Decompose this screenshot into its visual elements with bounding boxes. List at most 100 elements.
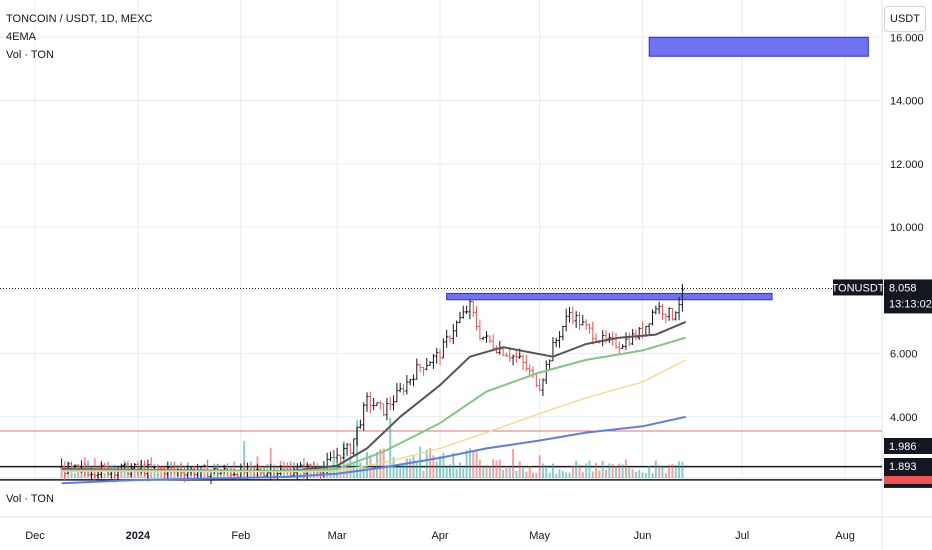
volume-bar <box>545 465 548 478</box>
volume-bar <box>664 473 667 478</box>
price-tag-value: 8.058 <box>889 282 917 294</box>
volume-bar <box>468 448 471 478</box>
volume-bar <box>336 462 339 478</box>
volume-bar <box>638 470 641 478</box>
volume-bar <box>608 463 611 478</box>
volume-bar <box>568 472 571 478</box>
volume-bar <box>498 459 501 478</box>
volume-bar <box>445 467 448 478</box>
volume-label[interactable]: Vol · TON <box>6 49 54 61</box>
volume-bar <box>518 461 521 478</box>
volume-bar <box>578 464 581 478</box>
volume-bar <box>405 458 408 478</box>
volume-bar <box>478 459 481 478</box>
volume-bar <box>651 472 654 478</box>
volume-bar <box>412 455 415 478</box>
volume-bar <box>415 463 418 478</box>
volume-bar <box>615 466 617 478</box>
volume-bar <box>634 471 637 478</box>
volume-bar <box>502 470 505 478</box>
volume-bar <box>535 472 538 478</box>
volume-bar <box>551 463 554 478</box>
volume-bar <box>485 465 488 478</box>
volume-bar <box>591 471 594 478</box>
volume-bar <box>329 467 332 478</box>
volume-bar <box>605 469 608 478</box>
volume-bar <box>462 468 465 478</box>
y-tick-label: 12.000 <box>890 159 924 171</box>
volume-bar <box>120 468 123 478</box>
ema-line <box>61 415 686 485</box>
volume-bar <box>173 471 176 478</box>
volume-bar <box>339 465 342 478</box>
volume-bar <box>648 465 651 478</box>
volume-bar <box>628 467 631 478</box>
y-tick-label: 6.000 <box>890 349 918 361</box>
volume-bar <box>512 448 515 478</box>
volume-bar <box>422 470 425 478</box>
currency-button[interactable]: USDT <box>884 6 926 32</box>
volume-bar <box>269 447 272 478</box>
volume-bar <box>369 455 372 478</box>
volume-bar <box>395 466 398 478</box>
level-tag: 1.986 <box>889 441 917 453</box>
volume-bar <box>449 464 451 478</box>
level-tag: 1.893 <box>889 461 917 473</box>
volume-bar <box>243 441 246 478</box>
zone-box <box>446 292 773 301</box>
volume-bar <box>624 459 627 478</box>
volume-bar <box>515 470 518 478</box>
price-tag-bg <box>884 279 932 314</box>
volume-bar <box>392 457 395 478</box>
volume-bar <box>223 472 226 478</box>
volume-bar <box>399 464 402 478</box>
volume-bar <box>402 465 405 478</box>
volume-bar <box>133 470 136 478</box>
volume-bar <box>475 451 478 478</box>
volume-pane-label[interactable]: Vol · TON <box>6 493 54 505</box>
volume-bar <box>488 465 491 478</box>
volume-bar <box>93 458 96 478</box>
volume-bar <box>631 468 634 478</box>
volume-bar <box>458 462 461 478</box>
volume-bar <box>548 472 551 478</box>
volume-bar <box>522 468 525 478</box>
volume-bar <box>346 462 349 478</box>
volume-bar <box>585 463 588 478</box>
volume-bar <box>561 470 564 478</box>
volume-bar <box>439 455 442 478</box>
volume-bar <box>654 460 657 478</box>
symbol-tag: TONUSDT <box>832 282 885 294</box>
ema-line <box>61 359 686 473</box>
volume-bar <box>658 465 661 478</box>
x-tick-label: Aug <box>835 530 855 542</box>
volume-bar <box>681 461 684 478</box>
volume-bar <box>495 460 498 478</box>
volume-bar <box>598 470 601 478</box>
volume-bar <box>618 463 621 478</box>
volume-bar <box>419 446 422 478</box>
volume-bar <box>668 464 671 478</box>
current-price-tag: TONUSDT 8.058 13:13:02 <box>832 279 932 314</box>
x-tick-label: Jun <box>634 530 652 542</box>
volume-bar <box>641 472 644 478</box>
volume-bar <box>452 452 455 478</box>
volume-bar <box>435 461 438 478</box>
volume-bar <box>571 466 574 478</box>
volume-bar <box>508 467 511 478</box>
indicator-label[interactable]: 4EMA <box>6 31 36 43</box>
x-tick-label: May <box>529 530 550 542</box>
y-tick-label: 14.000 <box>890 96 924 108</box>
volume-bar <box>60 466 63 478</box>
zone-box <box>648 36 869 57</box>
volume-bar <box>581 472 584 478</box>
volume-bar <box>588 460 591 478</box>
volume-bar <box>601 460 604 478</box>
volume-bar <box>233 461 236 478</box>
volume-bar <box>674 464 677 478</box>
volume-bar <box>432 455 435 478</box>
symbol-tag-bg <box>833 279 883 296</box>
volume-bar <box>505 466 508 478</box>
